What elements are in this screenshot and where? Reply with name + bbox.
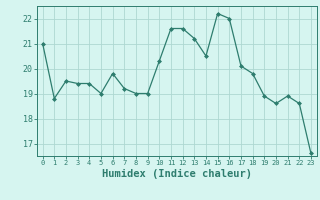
X-axis label: Humidex (Indice chaleur): Humidex (Indice chaleur) [102,169,252,179]
